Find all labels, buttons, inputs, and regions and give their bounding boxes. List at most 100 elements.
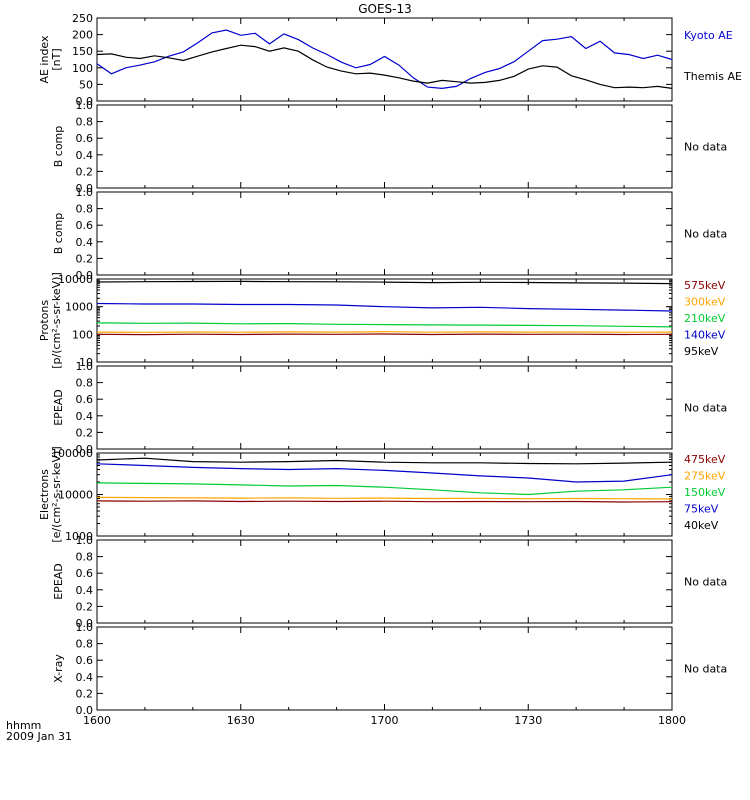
series-line-475kev — [96, 500, 673, 503]
legend-entry: 475keV — [684, 453, 726, 466]
y-tick-label: 1000 — [65, 301, 93, 314]
series-line-150kev — [96, 482, 673, 496]
no-data-label: No data — [684, 228, 727, 241]
y-tick-label: 0.4 — [76, 410, 94, 423]
y-axis-label: X-ray — [52, 654, 65, 683]
series-line-75kev — [96, 463, 673, 483]
y-axis-label: [nT] — [50, 48, 63, 70]
no-data-label: No data — [684, 402, 727, 415]
panel-b2: 0.0 0.2 0.4 0.6 0.8 1.0 B comp No data — [52, 186, 727, 282]
legend-entry: 575keV — [684, 279, 726, 292]
panel-ae: 0.0 50 100 150 200 250 AE index [nT] Kyoto AE The… — [38, 12, 742, 108]
panels: 0.0 50 100 150 200 250 AE index [nT] Kyoto AE The… — [38, 12, 742, 727]
y-tick-label: 1.0 — [76, 621, 94, 634]
y-tick-label: 0.6 — [76, 654, 94, 667]
x-tick-label: 1600 — [83, 714, 111, 727]
date-label: 2009 Jan 31 — [6, 730, 72, 743]
y-tick-label: 100 — [72, 62, 93, 75]
y-tick-label: 0.8 — [76, 551, 94, 564]
y-tick-label: 0.6 — [76, 132, 94, 145]
series-line-210kev — [96, 322, 673, 328]
y-tick-label: 1.0 — [76, 99, 94, 112]
series-line-themis-ae — [96, 44, 673, 89]
y-axis-label: B comp — [52, 213, 65, 255]
y-tick-label: 0.6 — [76, 567, 94, 580]
legend-entry: 95keV — [684, 345, 719, 358]
y-tick-label: 0.0 — [76, 617, 94, 630]
x-tick-label: 1700 — [371, 714, 399, 727]
no-data-label: No data — [684, 141, 727, 154]
y-tick-label: 10000 — [58, 489, 93, 502]
y-tick-label: 10000 — [58, 273, 93, 286]
y-tick-label: 0.4 — [76, 584, 94, 597]
y-tick-label: 0.0 — [76, 704, 94, 717]
series-line-95kev — [96, 280, 673, 285]
y-tick-label: 0.2 — [76, 252, 94, 265]
y-tick-label: 0.8 — [76, 377, 94, 390]
y-tick-label: 1.0 — [76, 360, 94, 373]
legend-entry: 40keV — [684, 519, 719, 532]
y-tick-label: 200 — [72, 29, 93, 42]
chart-title: GOES-13 — [358, 2, 412, 16]
y-tick-label: 0.6 — [76, 219, 94, 232]
y-axis-label: EPEAD — [52, 563, 65, 600]
series-line-kyoto-ae — [96, 29, 673, 90]
y-tick-label: 0.8 — [76, 638, 94, 651]
y-axis-label: EPEAD — [52, 389, 65, 426]
panel-epead1: 0.0 0.2 0.4 0.6 0.8 1.0 EPEAD No data — [52, 360, 727, 456]
y-tick-label: 0.0 — [76, 182, 94, 195]
panel-frame — [96, 365, 673, 450]
panel-frame — [96, 626, 673, 711]
legend-entry: Kyoto AE — [684, 29, 733, 42]
y-axis-label: [p/(cm²-s-sr-keV)] — [50, 272, 63, 369]
panel-protons: 10 100 1000 10000 Protons [p/(cm²-s-sr-keV)] 5… — [38, 272, 726, 369]
series-line-575kev — [96, 333, 673, 336]
y-tick-label: 0.4 — [76, 236, 94, 249]
y-tick-label: 250 — [72, 12, 93, 25]
x-tick-label: 1730 — [514, 714, 542, 727]
time-axis-label: hhmm — [6, 719, 41, 732]
y-tick-label: 0.2 — [76, 687, 94, 700]
y-tick-label: 0.6 — [76, 393, 94, 406]
y-tick-label: 0.2 — [76, 600, 94, 613]
legend-entry: 140keV — [684, 329, 726, 342]
series-line-275kev — [96, 496, 673, 500]
panel-frame — [96, 278, 673, 363]
panel-frame — [96, 17, 673, 102]
panel-frame — [96, 539, 673, 624]
legend-entry: 150keV — [684, 486, 726, 499]
series-line-300kev — [96, 331, 673, 333]
y-axis-label: Electrons — [38, 469, 51, 520]
y-tick-label: 1.0 — [76, 534, 94, 547]
y-axis-label: B comp — [52, 126, 65, 168]
y-tick-label: 0.0 — [76, 443, 94, 456]
legend-entry: 275keV — [684, 470, 726, 483]
y-tick-label: 1.0 — [76, 186, 94, 199]
y-axis-label: AE index — [38, 35, 51, 84]
y-tick-label: 0.8 — [76, 116, 94, 129]
panel-epead2: 0.0 0.2 0.4 0.6 0.8 1.0 EPEAD No data — [52, 534, 727, 630]
x-tick-label: 1800 — [658, 714, 686, 727]
panel-frame — [96, 452, 673, 537]
panel-frame — [96, 104, 673, 189]
no-data-label: No data — [684, 576, 727, 589]
y-tick-label: 0.4 — [76, 149, 94, 162]
y-axis-label: Protons — [38, 300, 51, 341]
y-tick-label: 0.2 — [76, 165, 94, 178]
legend-entry: 300keV — [684, 296, 726, 309]
y-tick-label: 10 — [79, 356, 93, 369]
series-line-40kev — [96, 457, 673, 465]
x-tick-label: 1630 — [227, 714, 255, 727]
y-tick-label: 0.2 — [76, 426, 94, 439]
y-tick-label: 0.8 — [76, 203, 94, 216]
y-tick-label: 1000 — [65, 530, 93, 543]
no-data-label: No data — [684, 663, 727, 676]
panel-frame — [96, 191, 673, 276]
series-line-140kev — [96, 302, 673, 312]
y-tick-label: 0.0 — [76, 95, 94, 108]
y-tick-label: 0.0 — [76, 269, 94, 282]
y-tick-label: 150 — [72, 45, 93, 58]
legend-entry: 210keV — [684, 312, 726, 325]
